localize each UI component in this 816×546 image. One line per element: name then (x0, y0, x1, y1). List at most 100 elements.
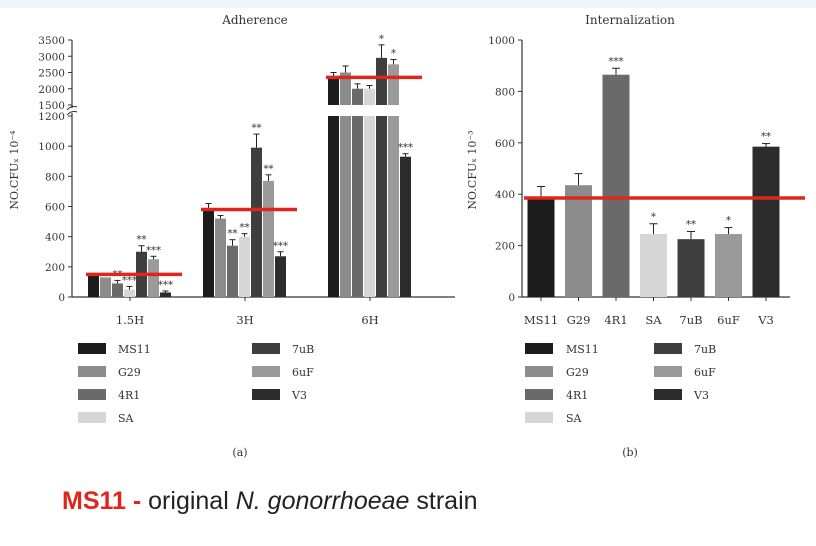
internalization-x-tick-label: SA (645, 313, 662, 327)
internalization-x-tick-label: V3 (757, 313, 774, 327)
adherence-significance-mark: *** (122, 275, 137, 286)
adherence-bar-7uB-6H (376, 116, 387, 297)
adherence-significance-mark: ** (228, 229, 238, 240)
adherence-y-tick-label: 2000 (38, 84, 65, 96)
adherence-legend-label-G29: G29 (118, 366, 141, 379)
adherence-bar-6uF-1.5H (148, 259, 159, 297)
adherence-y-tick-label: 1000 (38, 141, 65, 153)
adherence-bar-G29-3H (215, 218, 226, 297)
figure-canvas: Adherence NO.CFUₓ 10⁻⁴ 0 200 400 600 800 1000 12… (8, 13, 805, 459)
adherence-legend-swatch-6uF (252, 366, 280, 377)
adherence-significance-mark: * (379, 34, 384, 45)
internalization-bar-7uB (677, 239, 705, 297)
adherence-bar-upper-MS11-6H (328, 77, 339, 105)
adherence-y-tick-label: 3500 (38, 35, 65, 47)
internalization-y-tick-label: 800 (495, 86, 515, 98)
internalization-y-tick-label: 0 (508, 292, 515, 304)
adherence-bar-upper-SA-6H (364, 88, 375, 105)
adherence-x-tick-label: 3H (236, 313, 253, 327)
internalization-legend-label-V3: V3 (693, 389, 709, 402)
caption-dash: - (125, 487, 149, 515)
adherence-bar-upper-7uB-6H (376, 57, 387, 105)
adherence-y-tick-label: 1500 (38, 100, 65, 112)
adherence-bar-upper-G29-6H (340, 72, 351, 105)
adherence-legend-label-V3: V3 (291, 389, 307, 402)
internalization-legend-label-4R1: 4R1 (566, 389, 588, 402)
adherence-legend-swatch-4R1 (78, 389, 106, 400)
adherence-bar-4R1-1.5H (112, 283, 123, 297)
internalization-panel-label: (b) (622, 446, 638, 459)
caption-text-1: original (148, 487, 236, 515)
internalization-legend-label-7uB: 7uB (694, 343, 716, 356)
adherence-bar-V3-6H (400, 156, 411, 297)
caption-strain: MS11 (62, 487, 126, 515)
adherence-legend-swatch-G29 (78, 366, 106, 377)
internalization-y-tick-label: 1000 (488, 35, 515, 47)
internalization-x-tick-label: 6uF (717, 313, 740, 327)
adherence-bar-6uF-3H (263, 180, 274, 297)
internalization-bar-6uF (715, 234, 742, 297)
adherence-significance-mark: ** (240, 223, 250, 234)
adherence-x-tick-label: 6H (361, 313, 378, 327)
adherence-significance-mark: ** (137, 235, 147, 246)
adherence-y-tick-label: 0 (58, 292, 65, 304)
internalization-legend-swatch-SA (525, 412, 553, 423)
adherence-bar-4R1-6H (352, 116, 363, 297)
adherence-title: Adherence (221, 13, 288, 27)
internalization-significance-mark: * (726, 216, 731, 227)
internalization-bar-MS11 (527, 196, 555, 297)
internalization-legend-swatch-V3 (654, 389, 682, 400)
internalization-significance-mark: *** (609, 56, 624, 67)
internalization-bar-4R1 (602, 74, 630, 297)
adherence-significance-mark: ** (264, 164, 274, 175)
internalization-legend-swatch-G29 (525, 366, 553, 377)
adherence-bar-SA-1.5H (124, 289, 135, 297)
adherence-y-tick-label: 400 (45, 232, 65, 244)
adherence-y-tick-label: 3000 (38, 51, 65, 63)
internalization-y-label: NO.CFUₓ 10⁻³ (466, 130, 479, 209)
internalization-significance-mark: * (651, 212, 656, 223)
adherence-bar-MS11-1.5H (88, 274, 99, 297)
adherence-bar-V3-3H (275, 256, 286, 297)
adherence-legend-label-SA: SA (118, 412, 135, 425)
adherence-bar-4R1-3H (227, 245, 238, 297)
adherence-legend-label-4R1: 4R1 (118, 389, 140, 402)
internalization-legend-label-MS11: MS11 (566, 343, 599, 356)
adherence-axis-break (66, 105, 78, 116)
adherence-bar-7uB-3H (251, 147, 262, 297)
adherence-y-label: NO.CFUₓ 10⁻⁴ (8, 130, 21, 210)
adherence-significance-mark: *** (158, 280, 173, 291)
internalization-x-tick-label: 7uB (679, 313, 702, 327)
internalization-legend-swatch-4R1 (525, 389, 553, 400)
caption-text-2: strain (409, 487, 478, 515)
adherence-bar-MS11-3H (203, 209, 214, 297)
adherence-bar-upper-6uF-6H (388, 64, 399, 105)
internalization-legend-swatch-7uB (654, 343, 682, 354)
adherence-y-tick-label: 2500 (38, 68, 65, 80)
adherence-significance-mark: *** (273, 241, 288, 252)
adherence-y-tick-label: 1200 (38, 111, 65, 123)
adherence-bar-upper-4R1-6H (352, 88, 363, 105)
adherence-panel-label: (a) (232, 446, 247, 459)
adherence-bar-SA-3H (239, 236, 250, 297)
internalization-significance-mark: ** (686, 219, 696, 230)
internalization-y-tick-label: 400 (495, 189, 515, 201)
adherence-bar-MS11-6H (328, 116, 339, 297)
adherence-legend-swatch-MS11 (78, 343, 106, 354)
internalization-y-tick-label: 600 (495, 138, 515, 150)
adherence-significance-mark: * (391, 49, 396, 60)
adherence-y-tick-label: 200 (45, 262, 65, 274)
adherence-bar-G29-1.5H (100, 277, 111, 297)
internalization-legend-label-G29: G29 (566, 366, 589, 379)
internalization-y-tick-label: 200 (495, 241, 515, 253)
adherence-bar-V3-1.5H (160, 292, 171, 297)
internalization-bar-V3 (752, 146, 780, 297)
adherence-legend-label-7uB: 7uB (292, 343, 314, 356)
adherence-legend-swatch-SA (78, 412, 106, 423)
internalization-x-tick-label: G29 (567, 313, 591, 327)
adherence-y-tick-label: 600 (45, 202, 65, 214)
adherence-bar-6uF-6H (388, 116, 399, 297)
internalization-legend-label-6uF: 6uF (694, 366, 716, 379)
internalization-legend-label-SA: SA (566, 412, 583, 425)
adherence-x-tick-label: 1.5H (116, 313, 144, 327)
